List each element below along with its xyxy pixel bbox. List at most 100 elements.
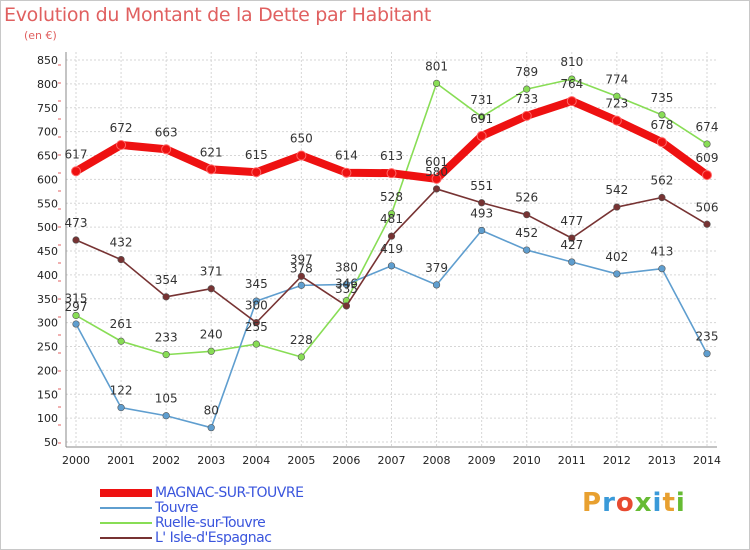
x-tick-label: 2011 [558,454,586,467]
y-tick-label: 800 [37,78,58,91]
data-point [523,246,531,254]
data-label: 528 [380,190,403,204]
x-tick-label: 2004 [242,454,270,467]
data-point [252,319,260,327]
data-label: 297 [65,300,88,314]
x-tick-label: 2001 [107,454,135,467]
data-label: 580 [425,165,448,179]
data-point [251,167,262,178]
data-point [72,320,80,328]
data-label: 733 [515,92,538,106]
data-label: 764 [560,77,583,91]
data-point [162,293,170,301]
data-point [703,140,711,148]
data-label: 473 [65,216,88,230]
data-point [207,285,215,293]
data-label: 731 [470,93,493,107]
data-point [613,203,621,211]
proxiti-logo: Proxiti [582,488,686,518]
data-point [341,167,352,178]
y-tick-label: 850 [37,54,58,67]
data-point [71,166,81,177]
data-point [207,424,215,432]
data-label: 506 [696,200,719,214]
x-tick-label: 2003 [197,454,225,467]
data-point [72,236,80,244]
data-point [658,193,666,202]
data-label: 617 [65,147,88,161]
y-tick-label: 550 [37,197,58,210]
data-point [613,92,621,100]
data-label: 678 [650,118,673,132]
y-tick-label: 650 [37,150,58,163]
legend-label: Ruelle-sur-Touvre [155,515,266,531]
y-tick-label: 350 [37,293,58,306]
data-label: 379 [425,261,448,275]
x-tick-label: 2000 [62,454,90,467]
legend-label: MAGNAC-SUR-TOUVRE [155,485,304,501]
data-point [161,144,172,155]
data-label: 419 [380,242,403,256]
y-tick-label: 250 [37,341,58,354]
data-point [206,164,217,175]
legend-swatch [100,489,152,497]
data-point [658,265,666,273]
data-label: 235 [696,330,719,344]
data-label: 432 [110,236,133,250]
y-tick-label: 600 [37,173,58,186]
data-point [523,85,531,93]
data-point [521,110,532,121]
data-point [703,220,711,228]
data-label: 346 [335,277,358,291]
data-label: 380 [335,260,358,274]
data-label: 551 [470,179,493,193]
legend-label: Touvre [155,500,198,516]
data-label: 542 [605,183,628,197]
data-point [296,150,307,161]
data-label: 481 [380,212,403,226]
x-tick-label: 2014 [693,454,721,467]
data-label: 105 [155,392,178,406]
x-tick-label: 2008 [423,454,451,467]
data-point [386,168,397,179]
data-point [117,255,125,264]
y-tick-label: 100 [37,412,58,425]
data-point [162,412,170,420]
chart-title: Evolution du Montant de la Dette par Hab… [4,4,432,26]
data-label: 789 [515,65,538,79]
x-tick-label: 2006 [332,454,360,467]
y-tick-label: 700 [37,126,58,139]
data-label: 674 [696,120,719,134]
data-label: 427 [560,238,583,252]
data-label: 621 [200,145,223,159]
data-label: 723 [605,97,628,111]
data-label: 371 [200,265,223,279]
data-label: 650 [290,132,313,146]
data-point [387,262,396,270]
legend-label: L' Isle-d'Espagnac [155,530,272,546]
y-tick-label: 450 [37,245,58,258]
legend-swatch [100,522,152,524]
data-point [656,137,667,148]
data-label: 613 [380,149,403,163]
x-tick-label: 2007 [378,454,406,467]
data-point [432,79,441,87]
x-tick-label: 2013 [648,454,676,467]
data-label: 615 [245,148,268,162]
data-point [297,353,305,361]
data-label: 477 [560,214,583,228]
data-point [297,281,305,289]
data-label: 562 [650,174,673,188]
data-label: 691 [470,112,493,126]
data-label: 240 [200,327,223,341]
data-point [72,311,80,320]
data-point [342,302,351,310]
data-label: 397 [290,252,313,266]
x-tick-label: 2010 [513,454,541,467]
data-label: 335 [335,282,358,296]
data-label: 774 [605,72,628,86]
data-point [568,258,576,266]
data-point [342,280,351,289]
y-tick-label: 300 [37,317,58,330]
